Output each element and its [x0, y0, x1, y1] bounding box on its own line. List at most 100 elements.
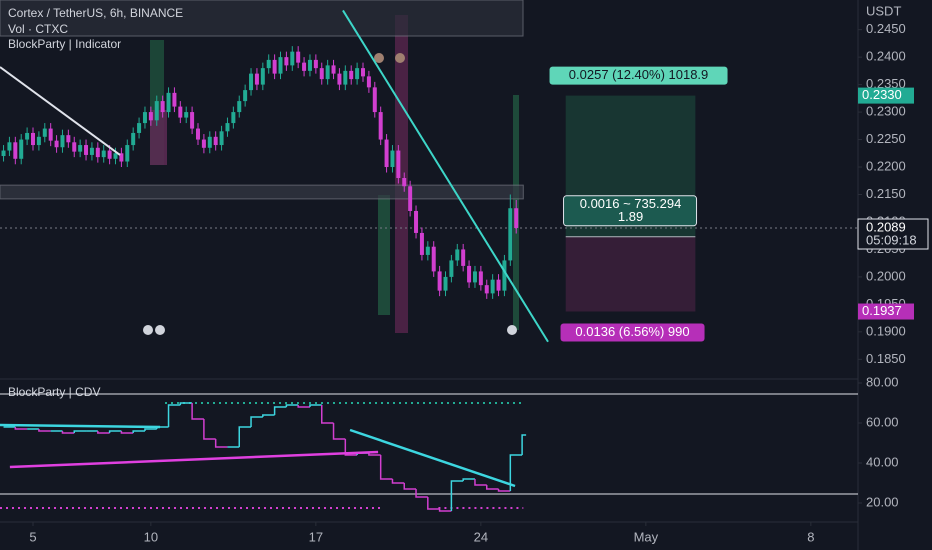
- skull-icon: [395, 53, 405, 63]
- x-tick-label: 10: [144, 529, 158, 544]
- cdv-step: [427, 497, 440, 510]
- price-tag-label: 0.2330: [862, 87, 902, 102]
- highlight-bar: [378, 195, 390, 315]
- volume-label: Vol · CTXC: [8, 22, 68, 36]
- candle-body: [384, 139, 389, 168]
- candle-body: [119, 153, 124, 162]
- candle-body: [349, 70, 354, 80]
- skull-icon: [507, 325, 517, 335]
- candle-body: [201, 139, 206, 148]
- candle-body: [419, 232, 424, 255]
- candle-body: [54, 140, 59, 148]
- candle-body: [372, 87, 377, 113]
- candle-body: [431, 246, 436, 272]
- candle-body: [302, 62, 307, 71]
- cdv-step: [474, 479, 487, 486]
- price-tag-label: 0.1937: [862, 303, 902, 318]
- skull-icon: [374, 53, 384, 63]
- candle-body: [425, 246, 430, 255]
- cdv-step: [97, 431, 110, 434]
- cdv-step: [297, 405, 310, 408]
- candle-body: [508, 208, 513, 261]
- cdv-step: [497, 489, 511, 492]
- cdv-step: [214, 439, 228, 448]
- candle-body: [408, 186, 413, 211]
- candle-body: [107, 150, 112, 159]
- candle-body: [190, 112, 195, 129]
- candle-body: [89, 147, 94, 155]
- y-tick-label: 0.2250: [866, 131, 906, 146]
- stop-label: 0.0136 (6.56%) 990: [575, 324, 689, 339]
- candle-body: [66, 135, 71, 143]
- entry-label: 1.89: [618, 209, 643, 224]
- y-tick-label: 0.2450: [866, 21, 906, 36]
- candle-body: [355, 68, 360, 80]
- y-tick-label: 0.2000: [866, 268, 906, 283]
- candle-body: [414, 210, 419, 233]
- candle-body: [213, 136, 218, 146]
- cdv-step: [521, 434, 527, 455]
- candle-body: [31, 132, 35, 146]
- y-tick-label: 0.2350: [866, 76, 906, 91]
- y-tick-label: 40.00: [866, 454, 899, 469]
- entry-label: 0.0016 ~ 735.294: [580, 196, 682, 211]
- candle-body: [172, 92, 177, 107]
- candle-body: [95, 147, 100, 158]
- candle-body: [319, 68, 324, 80]
- candle-body: [402, 178, 407, 187]
- y-tick-label: 0.2200: [866, 158, 906, 173]
- cdv-step: [191, 403, 204, 420]
- candle-body: [249, 73, 254, 91]
- candle-body: [178, 106, 183, 118]
- highlight-bar: [150, 110, 167, 165]
- y-tick-label: 0.2300: [866, 104, 906, 119]
- y-tick-label: 0.1900: [866, 323, 906, 338]
- trendline: [349, 428, 516, 488]
- candle-body: [184, 112, 189, 118]
- candle-body: [378, 112, 383, 140]
- x-tick-label: 5: [29, 529, 36, 544]
- cdv-step: [273, 406, 287, 415]
- y-tick-label: 60.00: [866, 414, 899, 429]
- countdown: 05:09:18: [866, 232, 917, 247]
- cdv-step: [132, 430, 145, 433]
- cdv-step: [391, 479, 405, 484]
- cdv-step: [262, 414, 275, 417]
- trendline: [9, 450, 379, 469]
- cdv-step: [379, 455, 393, 480]
- cdv-step: [167, 404, 181, 427]
- cdv-step: [38, 429, 51, 432]
- candle-body: [237, 101, 242, 113]
- indicator-label: BlockParty | Indicator: [8, 37, 121, 51]
- label-box: [560, 323, 705, 342]
- y-tick-label: 20.00: [866, 494, 899, 509]
- candle-body: [490, 279, 495, 294]
- x-tick-label: 17: [309, 529, 323, 544]
- candle-body: [48, 128, 53, 141]
- candle-body: [313, 59, 318, 69]
- highlight-bar: [395, 15, 408, 333]
- candle-body: [514, 208, 519, 229]
- zone: [0, 184, 524, 200]
- candle-body: [13, 142, 18, 159]
- cdv-step: [120, 431, 134, 434]
- candle-body: [113, 153, 118, 159]
- stop-zone: [565, 236, 696, 312]
- candle-body: [154, 101, 159, 121]
- cdv-step: [61, 431, 75, 434]
- candle-body: [25, 132, 30, 140]
- cdv-step: [309, 404, 322, 407]
- candle-body: [219, 131, 224, 146]
- candle-body: [243, 90, 248, 102]
- x-tick-label: 8: [807, 529, 814, 544]
- candle-body: [231, 112, 236, 124]
- cdv-step: [238, 426, 252, 447]
- price-tag: [858, 87, 914, 104]
- candle-body: [455, 249, 460, 261]
- candle-body: [361, 68, 365, 77]
- price-tag: [858, 303, 914, 320]
- candle-body: [7, 142, 12, 151]
- candle-body: [278, 57, 283, 74]
